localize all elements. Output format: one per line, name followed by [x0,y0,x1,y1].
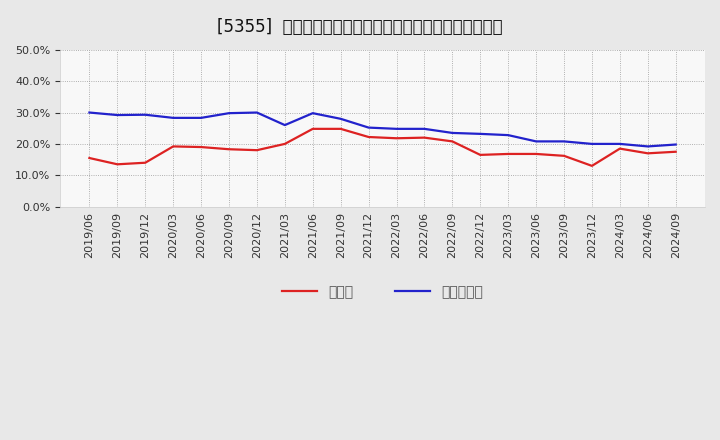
現預金 [532,151,541,157]
現預金 [588,163,596,169]
現預金 [308,126,317,132]
有利子負債 [504,132,513,138]
有利子負債 [588,141,596,147]
有利子負債 [476,131,485,136]
現預金 [364,134,373,139]
Line: 現預金: 現預金 [89,129,675,166]
現預金 [392,136,401,141]
現預金 [504,151,513,157]
Text: [5355]  現預金、有利子負債の総資産に対する比率の推移: [5355] 現預金、有利子負債の総資産に対する比率の推移 [217,18,503,36]
有利子負債 [392,126,401,132]
現預金 [616,146,624,151]
現預金 [169,144,178,149]
Line: 有利子負債: 有利子負債 [89,113,675,147]
現預金 [141,160,150,165]
有利子負債 [420,126,428,132]
有利子負債 [85,110,94,115]
現預金 [671,149,680,154]
現預金 [448,139,456,144]
有利子負債 [169,115,178,121]
有利子負債 [336,116,345,121]
現預金 [336,126,345,132]
有利子負債 [308,110,317,116]
Legend: 現預金, 有利子負債: 現預金, 有利子負債 [276,279,488,304]
有利子負債 [253,110,261,115]
有利子負債 [671,142,680,147]
有利子負債 [644,144,652,149]
現預金 [559,153,568,158]
現預金 [225,147,233,152]
現預金 [281,141,289,147]
有利子負債 [281,122,289,128]
有利子負債 [364,125,373,130]
有利子負債 [113,112,122,117]
有利子負債 [448,130,456,136]
現預金 [85,155,94,161]
有利子負債 [559,139,568,144]
現預金 [644,150,652,156]
現預金 [476,152,485,158]
有利子負債 [141,112,150,117]
有利子負債 [197,115,205,121]
現預金 [197,144,205,150]
有利子負債 [225,110,233,116]
現預金 [113,161,122,167]
現預金 [253,147,261,153]
有利子負債 [616,141,624,147]
有利子負債 [532,139,541,144]
現預金 [420,135,428,140]
